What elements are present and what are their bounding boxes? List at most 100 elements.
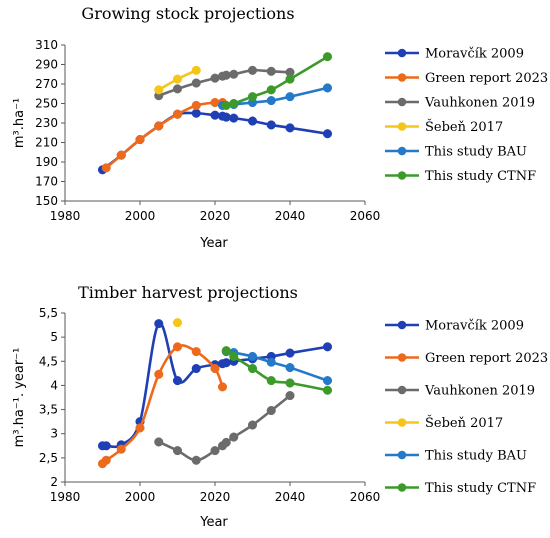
data-point xyxy=(221,346,231,356)
series-ctnf xyxy=(221,52,333,110)
data-point xyxy=(247,420,258,430)
y-tick-label: 3 xyxy=(50,427,58,441)
data-point xyxy=(229,69,239,79)
series-seben xyxy=(172,318,183,328)
data-point xyxy=(247,363,258,374)
x-tick-label: 2000 xyxy=(125,490,156,504)
data-point xyxy=(172,342,183,352)
x-tick-label: 2040 xyxy=(275,490,306,504)
data-point xyxy=(116,444,126,454)
data-point xyxy=(191,455,201,465)
legend-item: Green report 2023 xyxy=(385,71,548,86)
data-point xyxy=(191,100,201,110)
y-tick-label: 4,5 xyxy=(39,354,58,368)
data-point xyxy=(101,455,111,465)
legend-label: Moravčík 2009 xyxy=(425,319,524,334)
chart-title: Timber harvest projections xyxy=(78,283,298,302)
y-tick-label: 5,5 xyxy=(39,306,58,320)
data-point xyxy=(247,92,258,102)
data-point xyxy=(229,113,239,123)
data-point xyxy=(172,109,183,119)
data-point xyxy=(101,441,111,451)
legend-label: Green report 2023 xyxy=(425,351,548,366)
data-point xyxy=(172,84,183,94)
legend-swatch-marker xyxy=(397,171,407,180)
data-point xyxy=(285,391,295,401)
data-point xyxy=(266,66,276,76)
legend-label: Moravčík 2009 xyxy=(425,47,524,62)
data-point xyxy=(191,65,201,75)
y-tick-label: 250 xyxy=(35,97,58,111)
series-line xyxy=(224,55,329,107)
data-point xyxy=(154,121,164,131)
x-tick-label: 2020 xyxy=(200,490,231,504)
data-point xyxy=(154,369,164,379)
series-moravcik xyxy=(97,108,333,175)
data-point xyxy=(154,85,164,95)
data-point xyxy=(322,83,333,93)
data-point xyxy=(221,437,231,447)
data-point xyxy=(135,423,145,433)
y-axis-label: m³.ha⁻¹ xyxy=(12,98,27,148)
legend-swatch-marker xyxy=(397,483,407,492)
x-tick-label: 1980 xyxy=(50,209,81,223)
legend-swatch-marker xyxy=(397,48,407,58)
data-point xyxy=(191,108,201,118)
legend-item: This study CTNF xyxy=(385,481,536,496)
data-point xyxy=(210,110,220,120)
data-point xyxy=(229,432,239,442)
legend-label: This study BAU xyxy=(425,449,527,464)
x-axis-label: Year xyxy=(199,236,228,251)
series-green xyxy=(97,342,228,469)
y-tick-label: 190 xyxy=(35,155,58,169)
legend-item: Moravčík 2009 xyxy=(385,319,524,334)
legend-label: Vauhkonen 2019 xyxy=(424,96,535,111)
data-point xyxy=(322,52,333,62)
data-point xyxy=(285,348,295,358)
data-point xyxy=(285,363,295,373)
data-point xyxy=(221,70,231,80)
data-point xyxy=(266,96,276,106)
legend-label: This study CTNF xyxy=(425,481,536,496)
legend-label: This study CTNF xyxy=(425,169,536,184)
data-point xyxy=(266,120,276,130)
legend-label: Green report 2023 xyxy=(425,71,548,86)
data-point xyxy=(322,129,333,139)
legend-swatch-marker xyxy=(397,418,407,427)
legend-item: This study BAU xyxy=(385,449,527,464)
y-tick-label: 310 xyxy=(35,38,58,52)
y-tick-label: 2 xyxy=(50,475,58,489)
data-point xyxy=(217,382,228,392)
data-point xyxy=(221,100,231,110)
y-tick-label: 210 xyxy=(35,136,58,150)
data-point xyxy=(172,376,183,386)
data-point xyxy=(210,363,220,374)
legend-item: Green report 2023 xyxy=(385,351,548,366)
data-point xyxy=(247,351,258,362)
x-tick-label: 2020 xyxy=(200,209,231,223)
y-tick-label: 2,5 xyxy=(39,451,58,465)
legend-swatch-marker xyxy=(397,320,407,330)
data-point xyxy=(221,358,231,368)
data-point xyxy=(266,376,276,386)
data-point xyxy=(266,85,276,95)
data-point xyxy=(191,363,201,374)
data-point xyxy=(116,150,126,160)
data-point xyxy=(322,342,333,352)
legend-swatch-marker xyxy=(397,385,407,395)
legend-label: Šebeň 2017 xyxy=(425,414,503,431)
legend-label: Vauhkonen 2019 xyxy=(424,384,535,399)
data-point xyxy=(191,78,201,88)
data-point xyxy=(247,116,258,126)
data-point xyxy=(154,319,164,329)
data-point xyxy=(247,65,258,75)
data-point xyxy=(285,123,295,133)
data-point xyxy=(229,351,239,362)
chart-2: Timber harvest projections 2 2,5 3 3,5 4 4,5 5 5… xyxy=(12,283,548,530)
y-tick-label: 5 xyxy=(50,330,58,344)
chart-1: Growing stock projections 150 170 190 210 230… xyxy=(12,4,548,251)
legend-swatch-marker xyxy=(397,73,407,82)
x-axis-label: Year xyxy=(199,515,228,530)
legend-item: Vauhkonen 2019 xyxy=(385,96,535,111)
series-vauh xyxy=(154,391,295,465)
